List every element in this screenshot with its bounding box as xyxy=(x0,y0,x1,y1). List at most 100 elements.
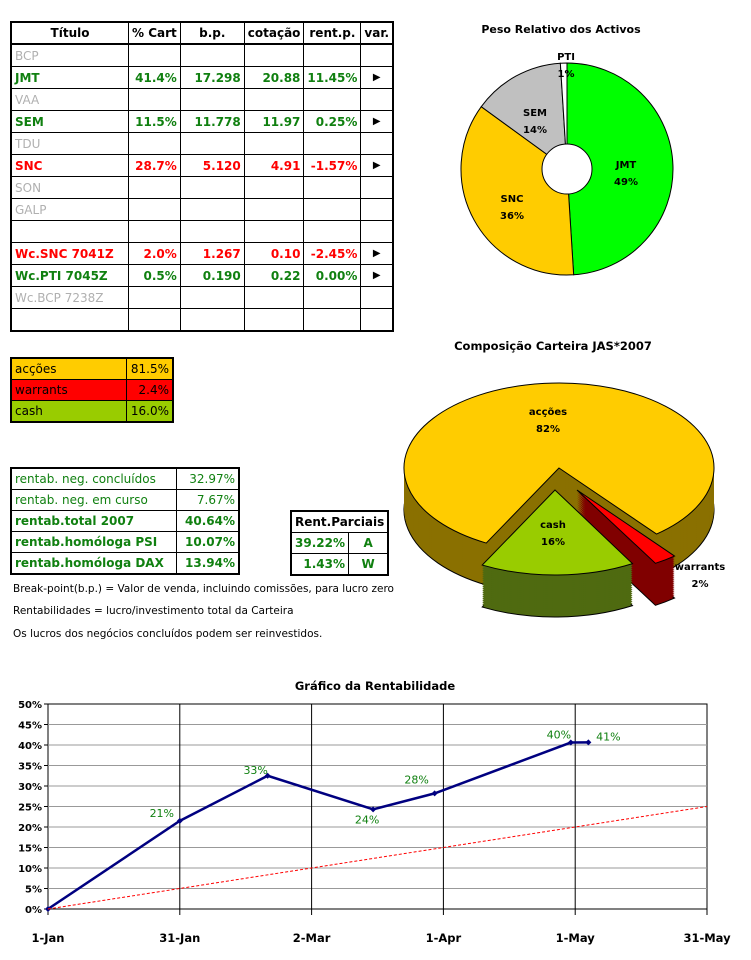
rentab-label: rentab.homóloga DAX xyxy=(10,552,177,575)
rentab-row: rentab.total 2007 40.64% xyxy=(10,510,240,532)
cell: -2.45% xyxy=(303,242,362,265)
x-tick-label: 1-Jan xyxy=(31,931,64,945)
ticker: JMT xyxy=(10,66,129,89)
y-tick-label: 0% xyxy=(25,905,42,916)
cell: 11.97 xyxy=(243,110,305,133)
ticker: Wc.SNC 7041Z xyxy=(10,242,129,265)
table-row: Wc.BCP 7238Z xyxy=(10,286,394,309)
pie1-hole xyxy=(541,143,593,195)
pie1-slice-SEM xyxy=(480,62,568,171)
note-lucros: Os lucros dos negócios concluídos podem … xyxy=(13,628,323,640)
data-label: 21% xyxy=(150,807,174,820)
cell: 41.4% xyxy=(128,66,181,89)
series-line-1 xyxy=(47,806,708,910)
pie1-slice-JMT xyxy=(566,62,674,276)
allocation-value: 16.0% xyxy=(126,400,174,423)
y-tick-label: 50% xyxy=(18,700,42,711)
table-row xyxy=(10,308,394,332)
pie2-value: 2% xyxy=(692,579,709,590)
table-row: Wc.SNC 7041Z 2.0% 1.267 0.10 -2.45% ▶ xyxy=(10,242,394,265)
allocation-label: acções xyxy=(10,357,127,380)
pie2-slice-warrants xyxy=(576,489,676,564)
note-rentabilidades: Rentabilidades = lucro/investimento tota… xyxy=(13,605,294,617)
parciais-value: 39.22% xyxy=(290,532,349,554)
parciais-code: A xyxy=(347,532,389,554)
pie2-label: warrants xyxy=(675,562,725,573)
pie2-value: 82% xyxy=(536,424,560,435)
y-tick-label: 20% xyxy=(18,823,42,834)
y-tick-label: 35% xyxy=(18,762,42,773)
col-header: var. xyxy=(360,21,394,45)
pie2-slice-acções xyxy=(403,382,715,544)
pie1-value: 1% xyxy=(558,69,575,80)
data-point xyxy=(585,739,592,746)
col-header: rent.p. xyxy=(303,21,362,45)
y-tick-label: 45% xyxy=(18,721,42,732)
rentab-value: 13.94% xyxy=(176,552,240,575)
pie1-slice-SNC xyxy=(460,105,575,276)
pie1-value: 14% xyxy=(523,125,547,136)
line-title: Gráfico da Rentabilidade xyxy=(295,679,455,693)
rentab-value: 7.67% xyxy=(176,489,240,511)
ticker xyxy=(10,308,129,332)
pie2-slice-cash xyxy=(481,489,634,576)
ticker: Wc.BCP 7238Z xyxy=(10,286,129,309)
data-point xyxy=(176,817,183,824)
y-tick-label: 25% xyxy=(18,803,42,814)
rentab-row: rentab. neg. em curso 7.67% xyxy=(10,489,240,511)
table-row: SNC 28.7% 5.120 4.91 -1.57% ▶ xyxy=(10,154,394,177)
rentab-value: 40.64% xyxy=(176,510,240,532)
rentab-label: rentab. neg. concluídos xyxy=(10,467,177,490)
pie2-value: 16% xyxy=(541,537,565,548)
rentab-value: 10.07% xyxy=(176,531,240,553)
pie2-label: acções xyxy=(529,407,567,418)
pie1-label: JMT xyxy=(615,160,637,171)
cell: 0.00% xyxy=(303,264,362,287)
x-tick-label: 1-May xyxy=(556,931,596,945)
cell: 11.778 xyxy=(179,110,245,133)
x-tick-label: 1-Apr xyxy=(426,931,462,945)
parciais-row: 39.22% A xyxy=(290,532,389,554)
pie1-label: PTI xyxy=(557,52,575,63)
pie1-label: SEM xyxy=(523,108,547,119)
note-breakpoint: Break-point(b.p.) = Valor de venda, incl… xyxy=(13,583,394,595)
allocation-label: cash xyxy=(10,400,127,423)
data-point xyxy=(370,806,377,813)
rentab-table: rentab. neg. concluídos 32.97% rentab. neg… xyxy=(10,467,240,575)
rentab-row: rentab.homóloga PSI 10.07% xyxy=(10,531,240,553)
allocation-value: 81.5% xyxy=(126,357,174,380)
pie1-title: Peso Relativo dos Activos xyxy=(481,23,641,36)
col-header: cotação xyxy=(243,21,305,45)
cell xyxy=(179,286,245,309)
rentab-label: rentab. neg. em curso xyxy=(10,489,177,511)
cell: 0.5% xyxy=(128,264,181,287)
allocation-row: warrants 2.4% xyxy=(10,379,174,401)
allocation-table: acções 81.5% warrants 2.4% cash 16.0% xyxy=(10,357,174,423)
x-tick-label: 2-Mar xyxy=(293,931,331,945)
data-point xyxy=(264,772,271,779)
pie1-label: SNC xyxy=(501,194,524,205)
col-header: % Cart xyxy=(128,21,181,45)
cell: 0.190 xyxy=(179,264,245,287)
allocation-row: acções 81.5% xyxy=(10,357,174,380)
y-tick-label: 15% xyxy=(18,844,42,855)
var-arrow-icon[interactable]: ▶ xyxy=(360,264,394,287)
data-label: 33% xyxy=(243,764,267,777)
pie1-value: 36% xyxy=(500,211,524,222)
col-header: b.p. xyxy=(179,21,245,45)
data-label: 24% xyxy=(355,813,379,826)
rent-parciais-table: Rent.Parciais 39.22% A 1.43% W xyxy=(290,510,390,576)
col-header: Título xyxy=(10,21,129,45)
pie2-title: Composição Carteira JAS*2007 xyxy=(454,339,652,353)
allocation-row: cash 16.0% xyxy=(10,400,174,423)
table-row: VAA xyxy=(10,88,394,111)
rentab-label: rentab.homóloga PSI xyxy=(10,531,177,553)
table-row: GALP xyxy=(10,198,394,221)
cell: 0.25% xyxy=(303,110,362,133)
parciais-code: W xyxy=(347,553,389,576)
pie1-slice-PTI xyxy=(559,62,568,170)
x-tick-label: 31-May xyxy=(683,931,731,945)
var-arrow-icon xyxy=(360,286,394,309)
y-tick-label: 5% xyxy=(25,885,42,896)
